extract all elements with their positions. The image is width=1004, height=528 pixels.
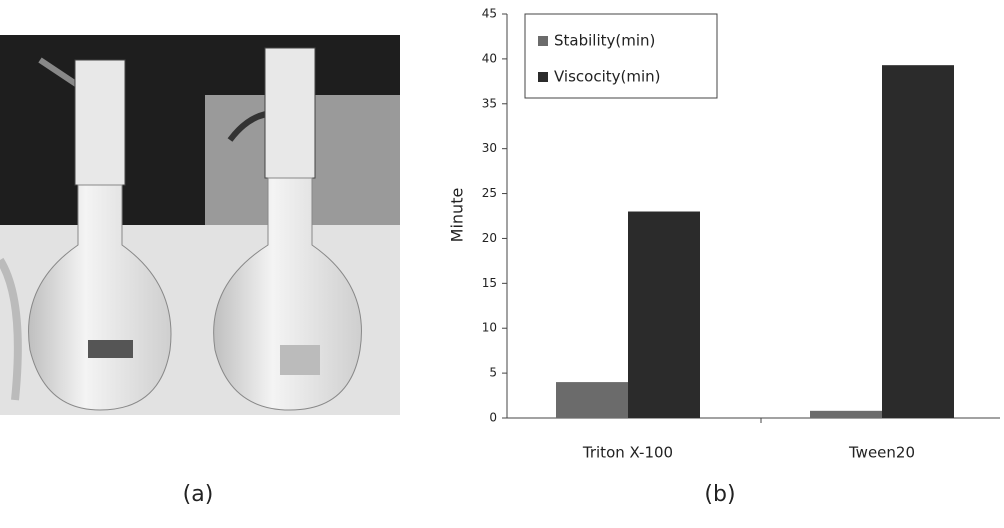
legend-swatch xyxy=(538,36,548,46)
y-tick-label: 30 xyxy=(482,141,497,155)
figure: (a) (b) Minute 0 5 10 15 20 25 30 35 40 45 Triton … xyxy=(0,0,1004,528)
caption: (b) xyxy=(704,482,735,507)
y-tick-label: 20 xyxy=(482,231,497,245)
bar xyxy=(556,382,628,418)
legend-swatch xyxy=(538,72,548,82)
x-tick-label: Tween20 xyxy=(848,444,915,462)
y-tick-label: 35 xyxy=(482,96,497,110)
bar xyxy=(628,212,700,418)
legend-label: Viscocity(min) xyxy=(554,68,661,86)
legend-label: Stability(min) xyxy=(554,32,655,50)
y-tick-label: 40 xyxy=(482,51,497,65)
page: (a) (b) Minute 0 5 10 15 20 25 30 35 40 45 Triton … xyxy=(0,0,1004,528)
y-axis-label: Minute xyxy=(448,188,467,243)
y-tick-label: 45 xyxy=(482,7,497,21)
y-tick-label: 5 xyxy=(489,366,497,380)
caption: (a) xyxy=(183,482,214,507)
x-tick-label: Triton X-100 xyxy=(582,444,673,462)
y-tick-label: 15 xyxy=(482,276,497,290)
photo xyxy=(0,35,400,415)
y-tick-label: 10 xyxy=(482,321,497,335)
bar xyxy=(810,411,882,418)
y-tick-label: 25 xyxy=(482,186,497,200)
y-tick-label: 0 xyxy=(489,411,497,425)
bar xyxy=(882,65,954,418)
